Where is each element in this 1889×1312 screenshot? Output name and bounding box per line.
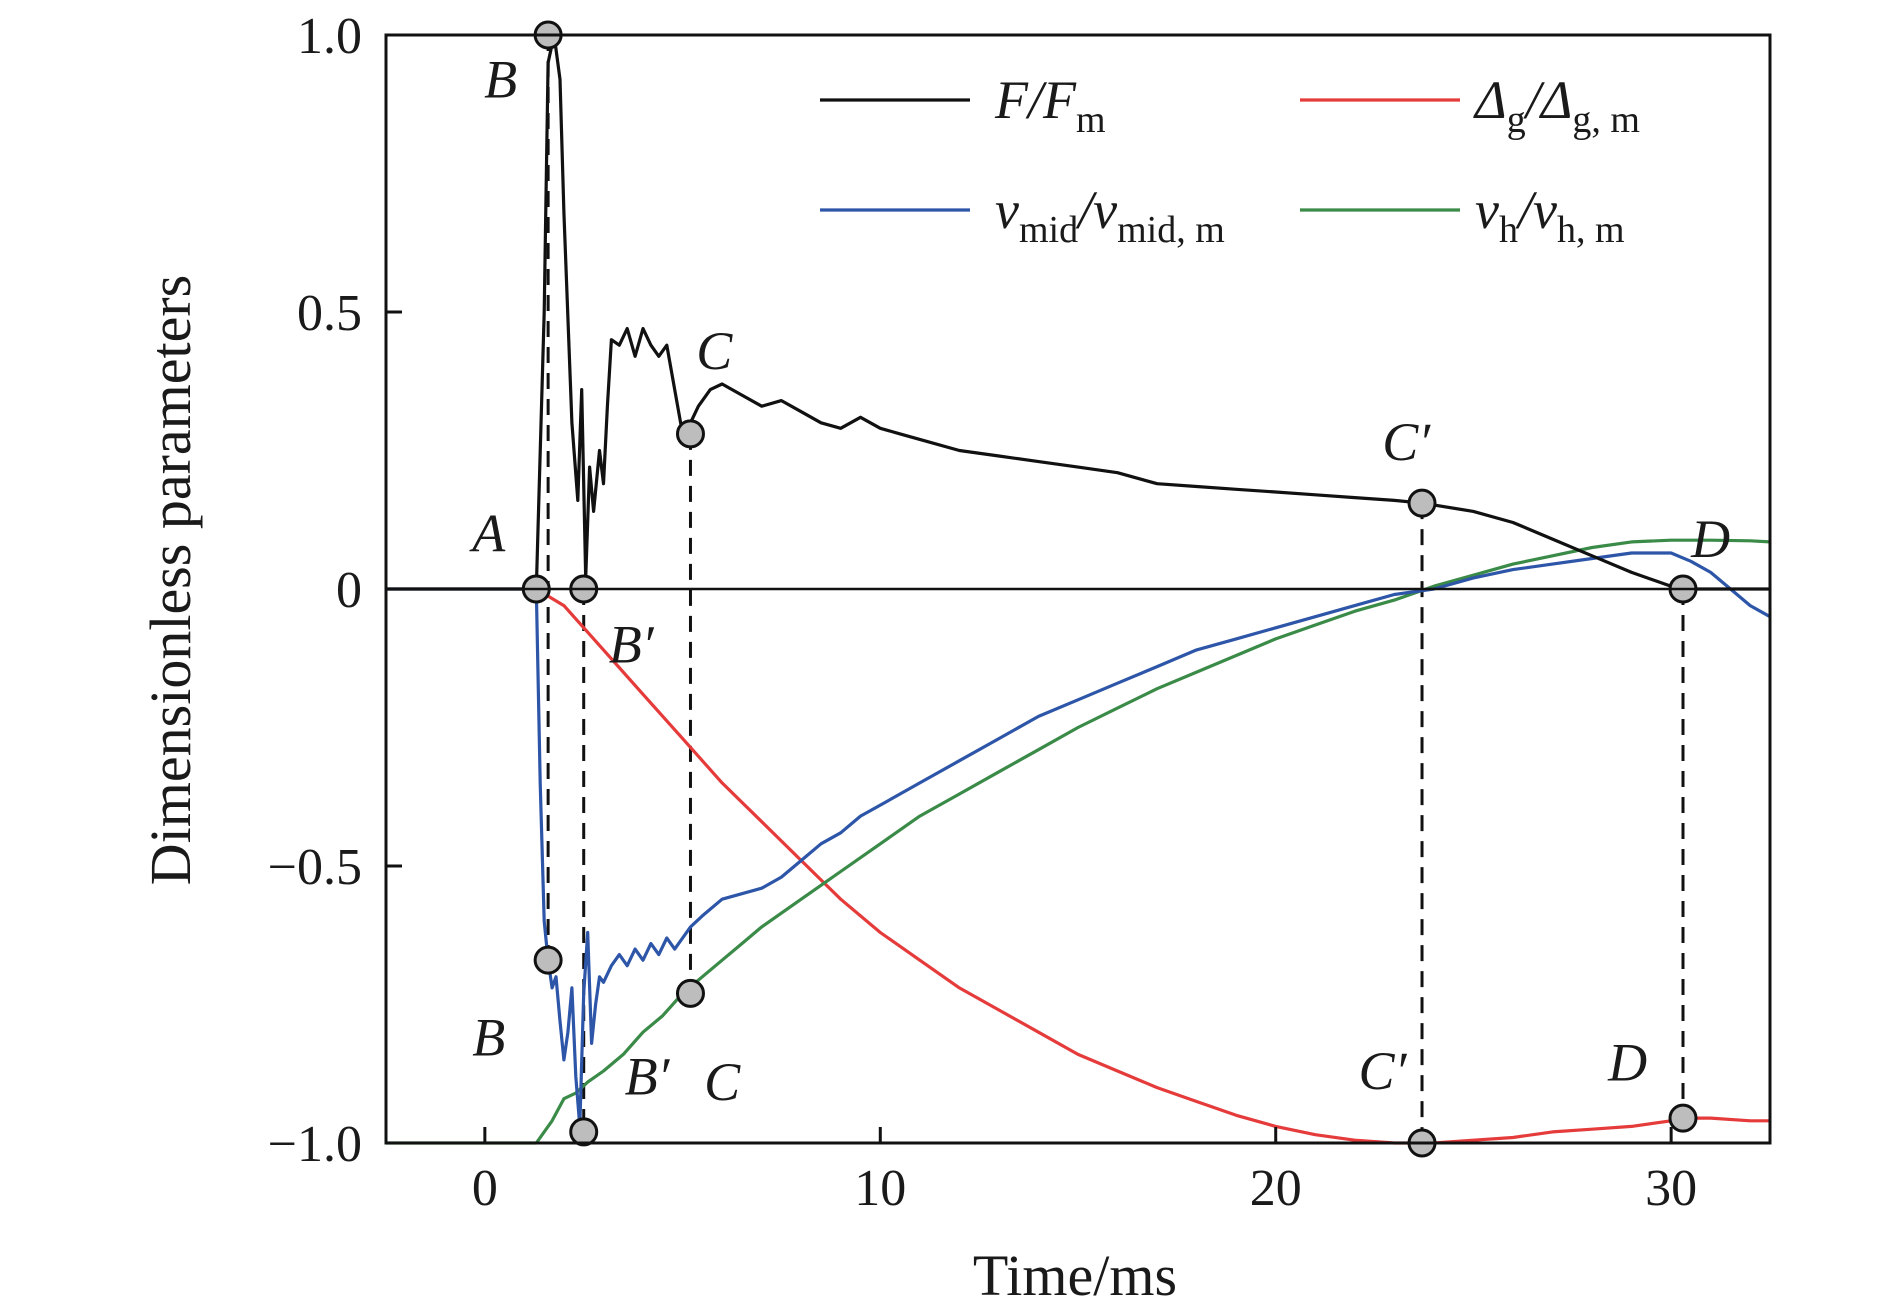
y-tick-label: 1.0 <box>297 8 362 65</box>
point-label: C <box>696 321 733 381</box>
legend-subscript: g <box>1507 99 1526 141</box>
x-axis-title: Time/ms <box>973 1243 1177 1308</box>
point-label: A <box>469 504 506 564</box>
point-marker <box>533 945 563 975</box>
legend-label: F/Fm <box>994 70 1106 141</box>
legend-text: /v <box>1515 180 1557 240</box>
x-tick-label: 0 <box>472 1160 498 1217</box>
legend-text: Δ <box>1473 70 1507 130</box>
legend-label: Δg/Δg, m <box>1473 70 1640 141</box>
point-label: D <box>1690 509 1730 569</box>
point-label: C′ <box>1359 1041 1408 1101</box>
point-label: D <box>1607 1033 1647 1093</box>
series-line-2 <box>386 551 1771 1129</box>
legend-text: v <box>995 180 1019 240</box>
y-tick-label: −0.5 <box>268 839 362 896</box>
series-line-3 <box>386 538 1771 1145</box>
legend-text: /v <box>1075 180 1117 240</box>
y-tick-label: 0 <box>336 562 362 619</box>
legend-text: v <box>1475 180 1499 240</box>
y-tick-label: 0.5 <box>297 285 362 342</box>
legend-text: F/F <box>994 70 1077 130</box>
point-label: B′ <box>609 614 655 674</box>
point-label: B′ <box>625 1047 671 1107</box>
point-label: C′ <box>1382 412 1431 472</box>
point-label: B <box>484 49 517 109</box>
legend-subscript: m <box>1076 99 1106 141</box>
point-marker <box>675 978 705 1008</box>
series-line-1 <box>535 587 1770 1145</box>
series-line-0 <box>386 33 1770 591</box>
legend-subscript: g, m <box>1572 99 1640 141</box>
point-marker <box>1668 1103 1698 1133</box>
point-marker <box>1407 488 1437 518</box>
legend-subscript: mid, m <box>1117 209 1225 251</box>
y-axis-title: Dimensionless parameters <box>138 275 203 885</box>
legend-label: vmid/vmid, m <box>995 180 1225 251</box>
legend-subscript: h <box>1499 209 1518 251</box>
y-tick-label: −1.0 <box>268 1116 362 1173</box>
point-label: B <box>472 1008 505 1068</box>
axes: 0 10 20 30 1.0 0.5 0 −0.5 −1.0 <box>268 8 1772 1217</box>
point-label: C <box>704 1052 741 1112</box>
point-marker <box>675 419 705 449</box>
series-layer <box>386 33 1771 1145</box>
legend-label: vh/vh, m <box>1475 180 1625 251</box>
legend-subscript: mid <box>1019 209 1078 251</box>
x-tick-label: 30 <box>1645 1160 1697 1217</box>
x-tick-label: 20 <box>1250 1160 1302 1217</box>
point-markers: B A B′ C C′ D B C B′ C′ D <box>469 20 1730 1158</box>
legend-text: /Δ <box>1523 70 1573 130</box>
legend-subscript: h, m <box>1557 209 1625 251</box>
point-marker <box>569 1117 599 1147</box>
x-tick-label: 10 <box>854 1160 906 1217</box>
